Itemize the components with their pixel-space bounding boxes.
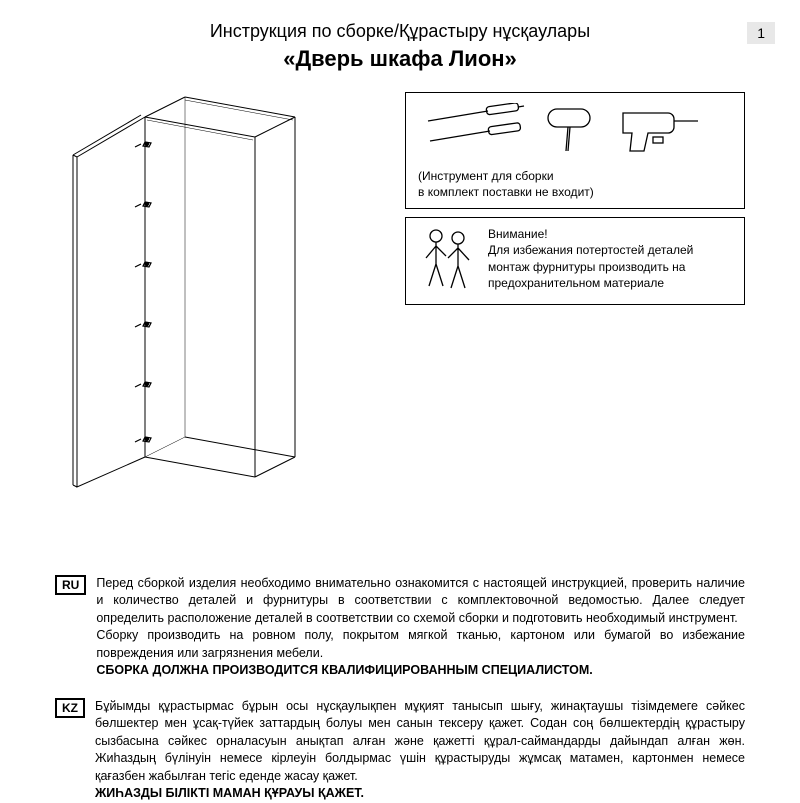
warning-title: Внимание! [488, 227, 548, 241]
tools-note: (Инструмент для сборки в комплект постав… [418, 168, 732, 200]
lang-block-ru: RU Перед сборкой изделия необходимо вним… [55, 575, 745, 680]
title-line-1: Инструкция по сборке/Құрастыру нұсқаулар… [55, 20, 745, 43]
kz-p1: Бұйымды құрастырмас бұрын осы нұсқаулықп… [95, 699, 745, 783]
lang-text-kz: Бұйымды құрастырмас бұрын осы нұсқаулықп… [95, 698, 745, 803]
title-line-2: «Дверь шкафа Лион» [55, 45, 745, 74]
wardrobe-diagram [55, 92, 385, 497]
ru-bold: СБОРКА ДОЛЖНА ПРОИЗВОДИТСЯ КВАЛИФИЦИРОВА… [96, 663, 592, 677]
lang-text-ru: Перед сборкой изделия необходимо внимате… [96, 575, 745, 680]
page-number: 1 [747, 22, 775, 44]
lang-badge-kz: KZ [55, 698, 85, 718]
ru-p2: Сборку производить на ровном полу, покры… [96, 628, 745, 660]
figure-row: (Инструмент для сборки в комплект постав… [55, 92, 745, 497]
warning-box: Внимание! Для избежания потертостей дета… [405, 217, 745, 305]
tools-icon [418, 103, 718, 163]
two-people-icon [418, 226, 478, 298]
warning-text-block: Внимание! Для избежания потертостей дета… [488, 226, 732, 291]
warning-text: Для избежания потертостей деталей монтаж… [488, 243, 693, 289]
tools-box: (Инструмент для сборки в комплект постав… [405, 92, 745, 209]
kz-bold: ЖИҺАЗДЫ БІЛІКТІ МАМАН ҚҰРАУЫ ҚАЖЕТ. [95, 786, 364, 800]
spacer [55, 497, 745, 557]
lang-block-kz: KZ Бұйымды құрастырмас бұрын осы нұсқаул… [55, 698, 745, 803]
info-boxes: (Инструмент для сборки в комплект постав… [405, 92, 745, 497]
lang-badge-ru: RU [55, 575, 86, 595]
header: Инструкция по сборке/Құрастыру нұсқаулар… [55, 20, 745, 74]
ru-p1: Перед сборкой изделия необходимо внимате… [96, 576, 745, 625]
